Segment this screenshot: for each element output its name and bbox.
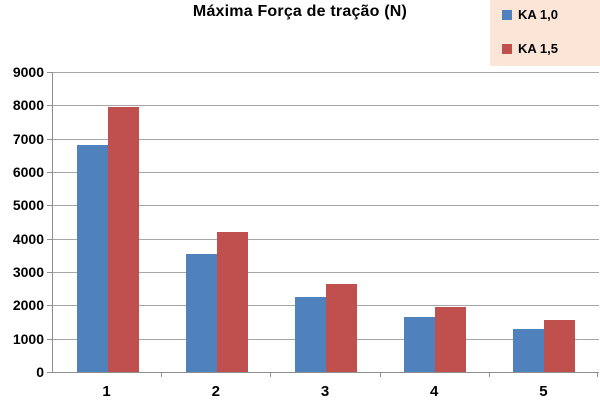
legend-swatch-red-icon (502, 43, 512, 54)
y-axis-tick (47, 172, 52, 173)
y-axis-label: 5000 (12, 197, 44, 214)
y-axis-label: 4000 (12, 230, 44, 247)
y-axis-tick (47, 339, 52, 340)
gridline (53, 172, 599, 173)
bar-ka-1-5 (216, 232, 248, 372)
bar-ka-1-5 (544, 320, 576, 372)
y-axis-label: 1000 (12, 330, 44, 347)
gridline (53, 205, 599, 206)
chart-title: Máxima Força de tração (N) (192, 3, 408, 20)
x-axis-label: 4 (430, 383, 439, 400)
y-axis-label: 6000 (12, 164, 44, 180)
x-axis-label: 2 (211, 383, 220, 400)
gridline (53, 239, 599, 240)
y-axis-tick (47, 139, 52, 140)
x-axis-tick (270, 373, 272, 377)
plot-area (52, 72, 599, 373)
y-axis-label: 2000 (12, 297, 44, 314)
y-axis-tick (47, 105, 52, 106)
y-axis-tick (47, 239, 52, 240)
x-axis-label: 5 (539, 383, 548, 400)
legend: KA 1,0 KA 1,5 (490, 0, 600, 66)
x-axis-tick (597, 373, 598, 377)
gridline (53, 105, 599, 106)
y-axis-label: 8000 (12, 97, 44, 114)
bar-ka-1-5 (326, 283, 357, 372)
legend-label-ka-1-5: KA 1,5 (518, 41, 558, 56)
legend-label-ka-1-0: KA 1,0 (518, 7, 558, 22)
bar-groups (53, 72, 599, 372)
y-axis-label: 9000 (12, 64, 44, 80)
bar-ka-1-0 (295, 297, 326, 372)
y-axis-label: 0 (36, 364, 44, 380)
bar-ka-1-0 (76, 145, 108, 372)
legend-item-ka-1-5: KA 1,5 (502, 41, 600, 56)
x-axis-tick (161, 373, 163, 377)
bar-ka-1-0 (185, 253, 217, 372)
y-axis-tick (47, 205, 52, 206)
bar-ka-1-5 (435, 307, 467, 372)
bar-ka-1-0 (513, 328, 545, 372)
y-axis-tick (47, 272, 52, 273)
legend-swatch-blue-icon (502, 9, 512, 20)
bar-group (53, 107, 162, 372)
bar-group (490, 320, 599, 372)
bar-ka-1-5 (107, 107, 139, 372)
y-axis-tick (47, 72, 52, 73)
x-axis-tick (379, 373, 381, 377)
bar-group (162, 232, 271, 372)
gridline (53, 72, 599, 73)
y-axis-label: 3000 (12, 264, 44, 280)
gridline (53, 272, 599, 273)
bar-group (271, 283, 380, 372)
x-axis-tick (488, 373, 490, 377)
x-axis-label: 1 (102, 383, 111, 400)
legend-item-ka-1-0: KA 1,0 (502, 7, 600, 22)
gridline (53, 139, 599, 140)
bar-ka-1-0 (404, 317, 436, 372)
y-axis-tick (47, 305, 52, 306)
x-axis-label: 3 (320, 383, 330, 400)
bar-group (381, 307, 490, 372)
x-axis-labels: 1 2 3 4 5 (52, 383, 598, 400)
y-axis-tick (47, 372, 52, 373)
y-axis-label: 7000 (12, 130, 44, 147)
